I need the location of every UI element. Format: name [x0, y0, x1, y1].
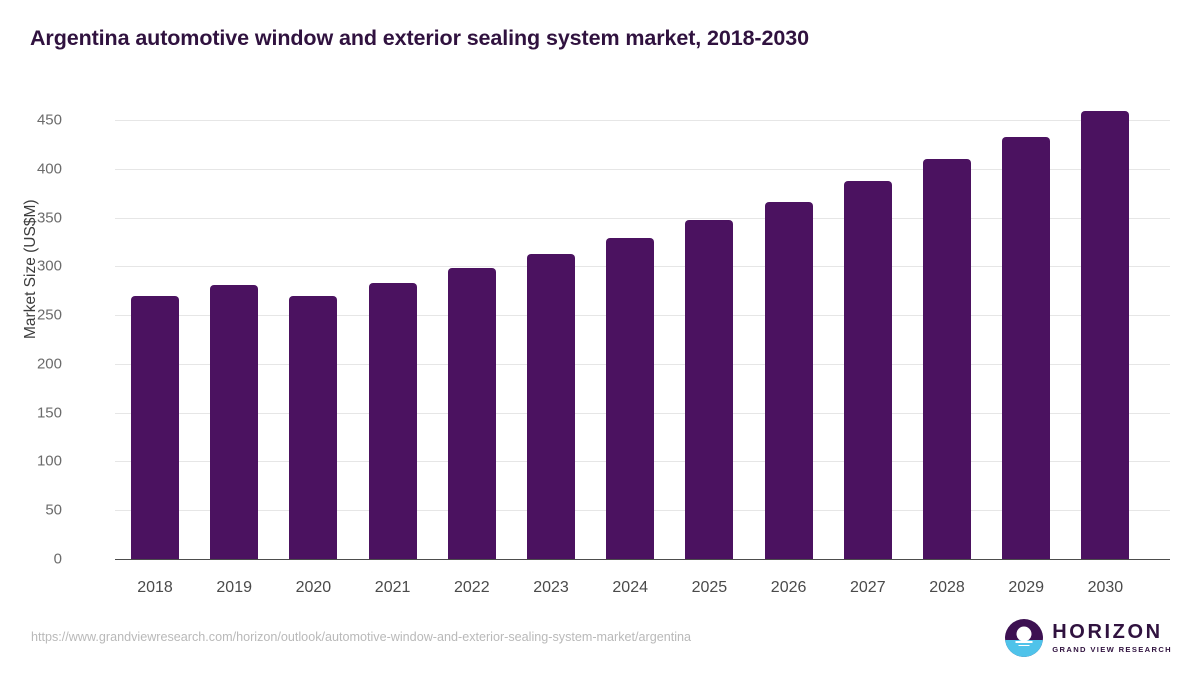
logo-ray-1 [1015, 641, 1033, 643]
bar-group[interactable]: 2022 [447, 120, 496, 596]
x-axis-tick-label: 2019 [216, 579, 252, 596]
y-axis-tick-label: 50 [45, 501, 62, 519]
x-axis-tick-label: 2026 [770, 579, 807, 596]
axis-baseline [115, 559, 1170, 560]
bar[interactable] [606, 238, 655, 559]
plot-area: 0 50 100 150 200 250 300 350 400 450 2018 2019 2020… [37, 111, 1170, 596]
bar[interactable] [764, 201, 813, 559]
logo-text: HORIZON GRAND VIEW RESEARCH [1052, 620, 1172, 654]
bar-group[interactable]: 2019 [210, 120, 259, 596]
x-axis-tick-label: 2024 [612, 579, 648, 596]
bar-group[interactable]: 2026 [764, 120, 813, 596]
bar[interactable] [527, 253, 575, 559]
y-axis-tick-label: 350 [36, 209, 62, 227]
x-axis-tick-label: 2029 [1008, 579, 1044, 596]
y-axis-tick-label: 150 [36, 404, 62, 422]
bar[interactable] [1002, 136, 1051, 559]
bar[interactable] [1081, 111, 1130, 559]
bar-group[interactable]: 2024 [606, 120, 655, 596]
logo-wordmark: HORIZON [1052, 620, 1163, 643]
logo-water [1005, 639, 1044, 657]
bar[interactable] [210, 284, 259, 559]
bar[interactable] [368, 282, 417, 559]
bar[interactable] [923, 159, 971, 559]
x-axis-tick-label: 2021 [374, 579, 411, 596]
y-axis-tick-label: 300 [36, 257, 62, 275]
logo-tagline: GRAND VIEW RESEARCH [1052, 644, 1172, 654]
x-axis-tick-label: 2027 [850, 579, 886, 596]
bar-group[interactable]: 2030 [1081, 111, 1130, 596]
x-axis-tick-label: 2030 [1087, 579, 1124, 596]
bar-group[interactable]: 2025 [685, 120, 734, 596]
horizon-sun-icon [1005, 619, 1044, 657]
gridline [115, 168, 1170, 170]
x-axis-tick-label: 2028 [929, 579, 965, 596]
x-axis-tick-label: 2020 [295, 579, 332, 596]
logo-ray-2 [1018, 644, 1030, 647]
x-axis-tick-label: 2018 [137, 579, 173, 596]
y-axis-tick-label: 200 [36, 355, 62, 373]
bar[interactable] [447, 268, 496, 559]
gridline [115, 120, 1170, 121]
bar-group[interactable]: 2029 [1002, 120, 1051, 596]
bar[interactable] [843, 181, 892, 559]
y-axis-tick-label: 250 [36, 306, 62, 324]
bar[interactable] [131, 295, 179, 559]
x-axis-tick-label: 2025 [691, 579, 728, 596]
horizon-logo: HORIZON GRAND VIEW RESEARCH [1005, 617, 1172, 659]
bar-series: 2018 2019 2020 2021 2022 2023 2024 2025 2026 2027… [115, 111, 1170, 596]
bar[interactable] [685, 219, 734, 559]
x-axis-tick-label: 2023 [533, 579, 569, 596]
bar-group[interactable]: 2018 [131, 120, 179, 596]
bar-group[interactable]: 2023 [527, 120, 575, 596]
bar-group[interactable]: 2027 [843, 120, 892, 596]
y-axis-tick-label: 450 [36, 111, 62, 129]
y-axis-tick-label: 100 [36, 452, 62, 470]
page-title: Argentina automotive window and exterior… [30, 26, 809, 50]
source-url[interactable]: https://www.grandviewresearch.com/horizo… [31, 630, 692, 644]
x-axis-tick-label: 2022 [454, 579, 490, 596]
bar-group[interactable]: 2020 [289, 120, 338, 596]
bar-group[interactable]: 2028 [923, 120, 971, 596]
bar-group[interactable]: 2021 [368, 120, 417, 596]
y-axis-tick-label: 0 [53, 550, 62, 568]
logo-sun [1016, 626, 1032, 642]
y-axis-tick-label: 400 [36, 160, 62, 178]
gridline [115, 217, 1170, 219]
bar[interactable] [289, 295, 338, 559]
